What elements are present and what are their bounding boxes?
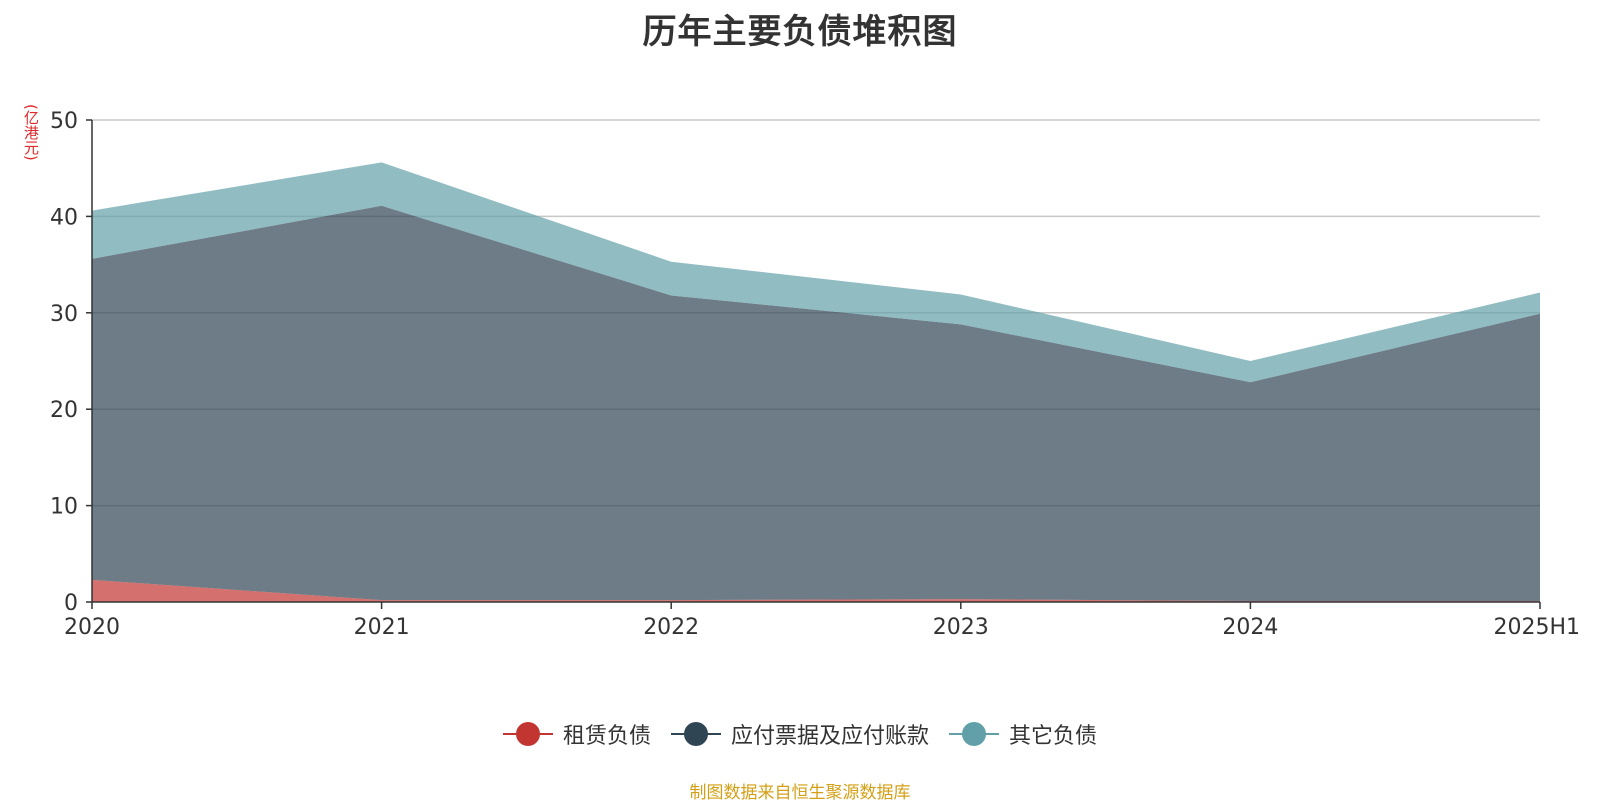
legend-dot (962, 722, 986, 746)
y-tick-label: 30 (50, 302, 78, 327)
y-axis-unit-label: (亿港元) (22, 104, 40, 161)
area-series-1 (92, 205, 1540, 602)
x-tick-label: 2024 (1222, 615, 1278, 640)
area-series-0 (92, 579, 1540, 602)
legend-marker-icon (502, 721, 553, 747)
data-source-note: 制图数据来自恒生聚源数据库 (689, 783, 911, 803)
x-tick-label: 2020 (64, 615, 120, 640)
legend-marker-icon (670, 721, 721, 747)
stacked-areas (92, 162, 1540, 602)
x-tick-label: 2025H1 (1493, 615, 1580, 640)
legend-item-1[interactable]: 应付票据及应付账款 (670, 718, 929, 750)
tick-labels: 0 10 20 30 40 50 2020 2021 2022 2023 2024 2025H1 (50, 109, 1580, 640)
legend-label: 应付票据及应付账款 (730, 724, 929, 749)
x-tick-label: 2023 (933, 615, 989, 640)
legend-label: 其它负债 (1009, 724, 1098, 749)
y-tick-label: 50 (50, 109, 78, 134)
chart-title: 历年主要负债堆积图 (642, 12, 958, 52)
x-tick-label: 2022 (643, 615, 699, 640)
legend-dot (683, 722, 708, 746)
legend-dot (515, 722, 540, 746)
axes (86, 119, 1541, 609)
chart-plot-area: 0 10 20 30 40 50 2020 2021 2022 2023 2024 2025H1 (50, 109, 1580, 640)
y-tick-label: 40 (50, 205, 78, 230)
legend-item-0[interactable]: 租赁负债 (502, 718, 651, 750)
y-tick-label: 0 (64, 591, 78, 616)
legend-marker-icon (949, 721, 999, 747)
y-tick-label: 10 (50, 495, 78, 520)
legend-label: 租赁负债 (562, 724, 651, 749)
x-tick-label: 2021 (354, 615, 410, 640)
chart-legend: 租赁负债 应付票据及应付账款 其它负债 (0, 718, 1600, 750)
legend-item-2[interactable]: 其它负债 (949, 718, 1097, 750)
y-tick-label: 20 (50, 398, 78, 423)
area-series-2 (92, 162, 1540, 383)
